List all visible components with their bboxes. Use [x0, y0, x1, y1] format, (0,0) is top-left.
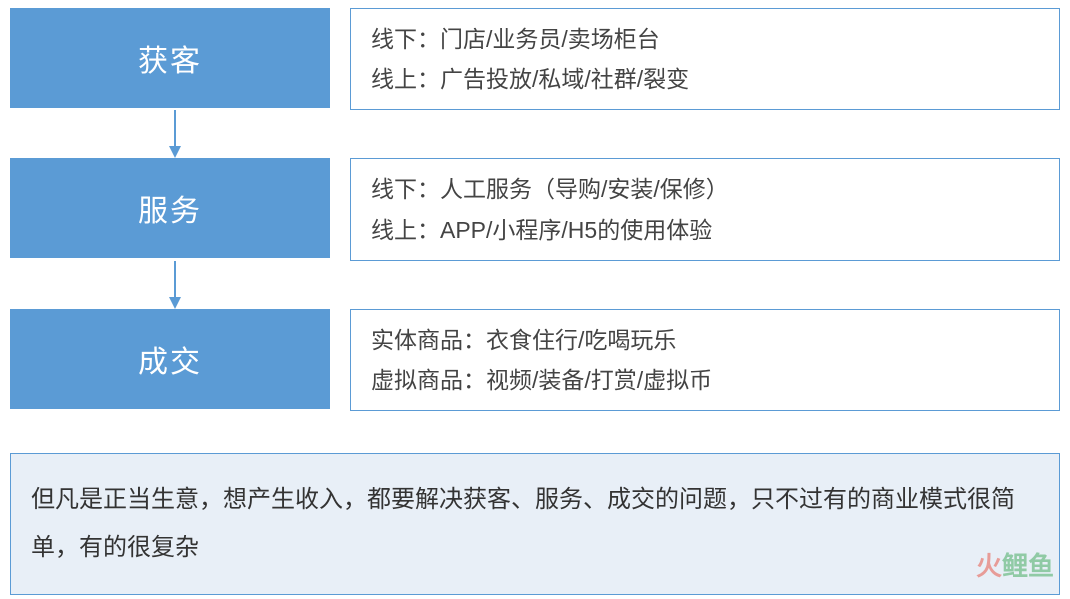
stage-box-acquire: 获客: [10, 8, 330, 108]
desc-line: 线上：广告投放/私域/社群/裂变: [371, 63, 1039, 95]
arrow-1: [10, 110, 330, 158]
arrow-down-icon: [168, 110, 182, 158]
stage-row-3: 成交 实体商品：衣食住行/吃喝玩乐 虚拟商品：视频/装备/打赏/虚拟币: [10, 309, 1060, 411]
stage-label: 成交: [138, 337, 202, 381]
stage-label: 服务: [138, 186, 202, 230]
summary-box: 但凡是正当生意，想产生收入，都要解决获客、服务、成交的问题，只不过有的商业模式很…: [10, 453, 1060, 595]
desc-line: 实体商品：衣食住行/吃喝玩乐: [371, 324, 1039, 356]
desc-line: 线下：门店/业务员/卖场柜台: [371, 23, 1039, 55]
desc-line: 虚拟商品：视频/装备/打赏/虚拟币: [371, 364, 1039, 396]
summary-text: 但凡是正当生意，想产生收入，都要解决获客、服务、成交的问题，只不过有的商业模式很…: [31, 486, 1015, 561]
stage-box-service: 服务: [10, 158, 330, 258]
arrow-2: [10, 261, 330, 309]
desc-box-deal: 实体商品：衣食住行/吃喝玩乐 虚拟商品：视频/装备/打赏/虚拟币: [350, 309, 1060, 411]
arrow-down-icon: [168, 261, 182, 309]
stage-label: 获客: [138, 36, 202, 80]
desc-line: 线下：人工服务（导购/安装/保修）: [371, 173, 1039, 205]
stage-row-1: 获客 线下：门店/业务员/卖场柜台 线上：广告投放/私域/社群/裂变: [10, 8, 1060, 110]
desc-line: 线上：APP/小程序/H5的使用体验: [371, 214, 1039, 246]
desc-box-service: 线下：人工服务（导购/安装/保修） 线上：APP/小程序/H5的使用体验: [350, 158, 1060, 260]
desc-box-acquire: 线下：门店/业务员/卖场柜台 线上：广告投放/私域/社群/裂变: [350, 8, 1060, 110]
stage-box-deal: 成交: [10, 309, 330, 409]
stage-row-2: 服务 线下：人工服务（导购/安装/保修） 线上：APP/小程序/H5的使用体验: [10, 158, 1060, 260]
